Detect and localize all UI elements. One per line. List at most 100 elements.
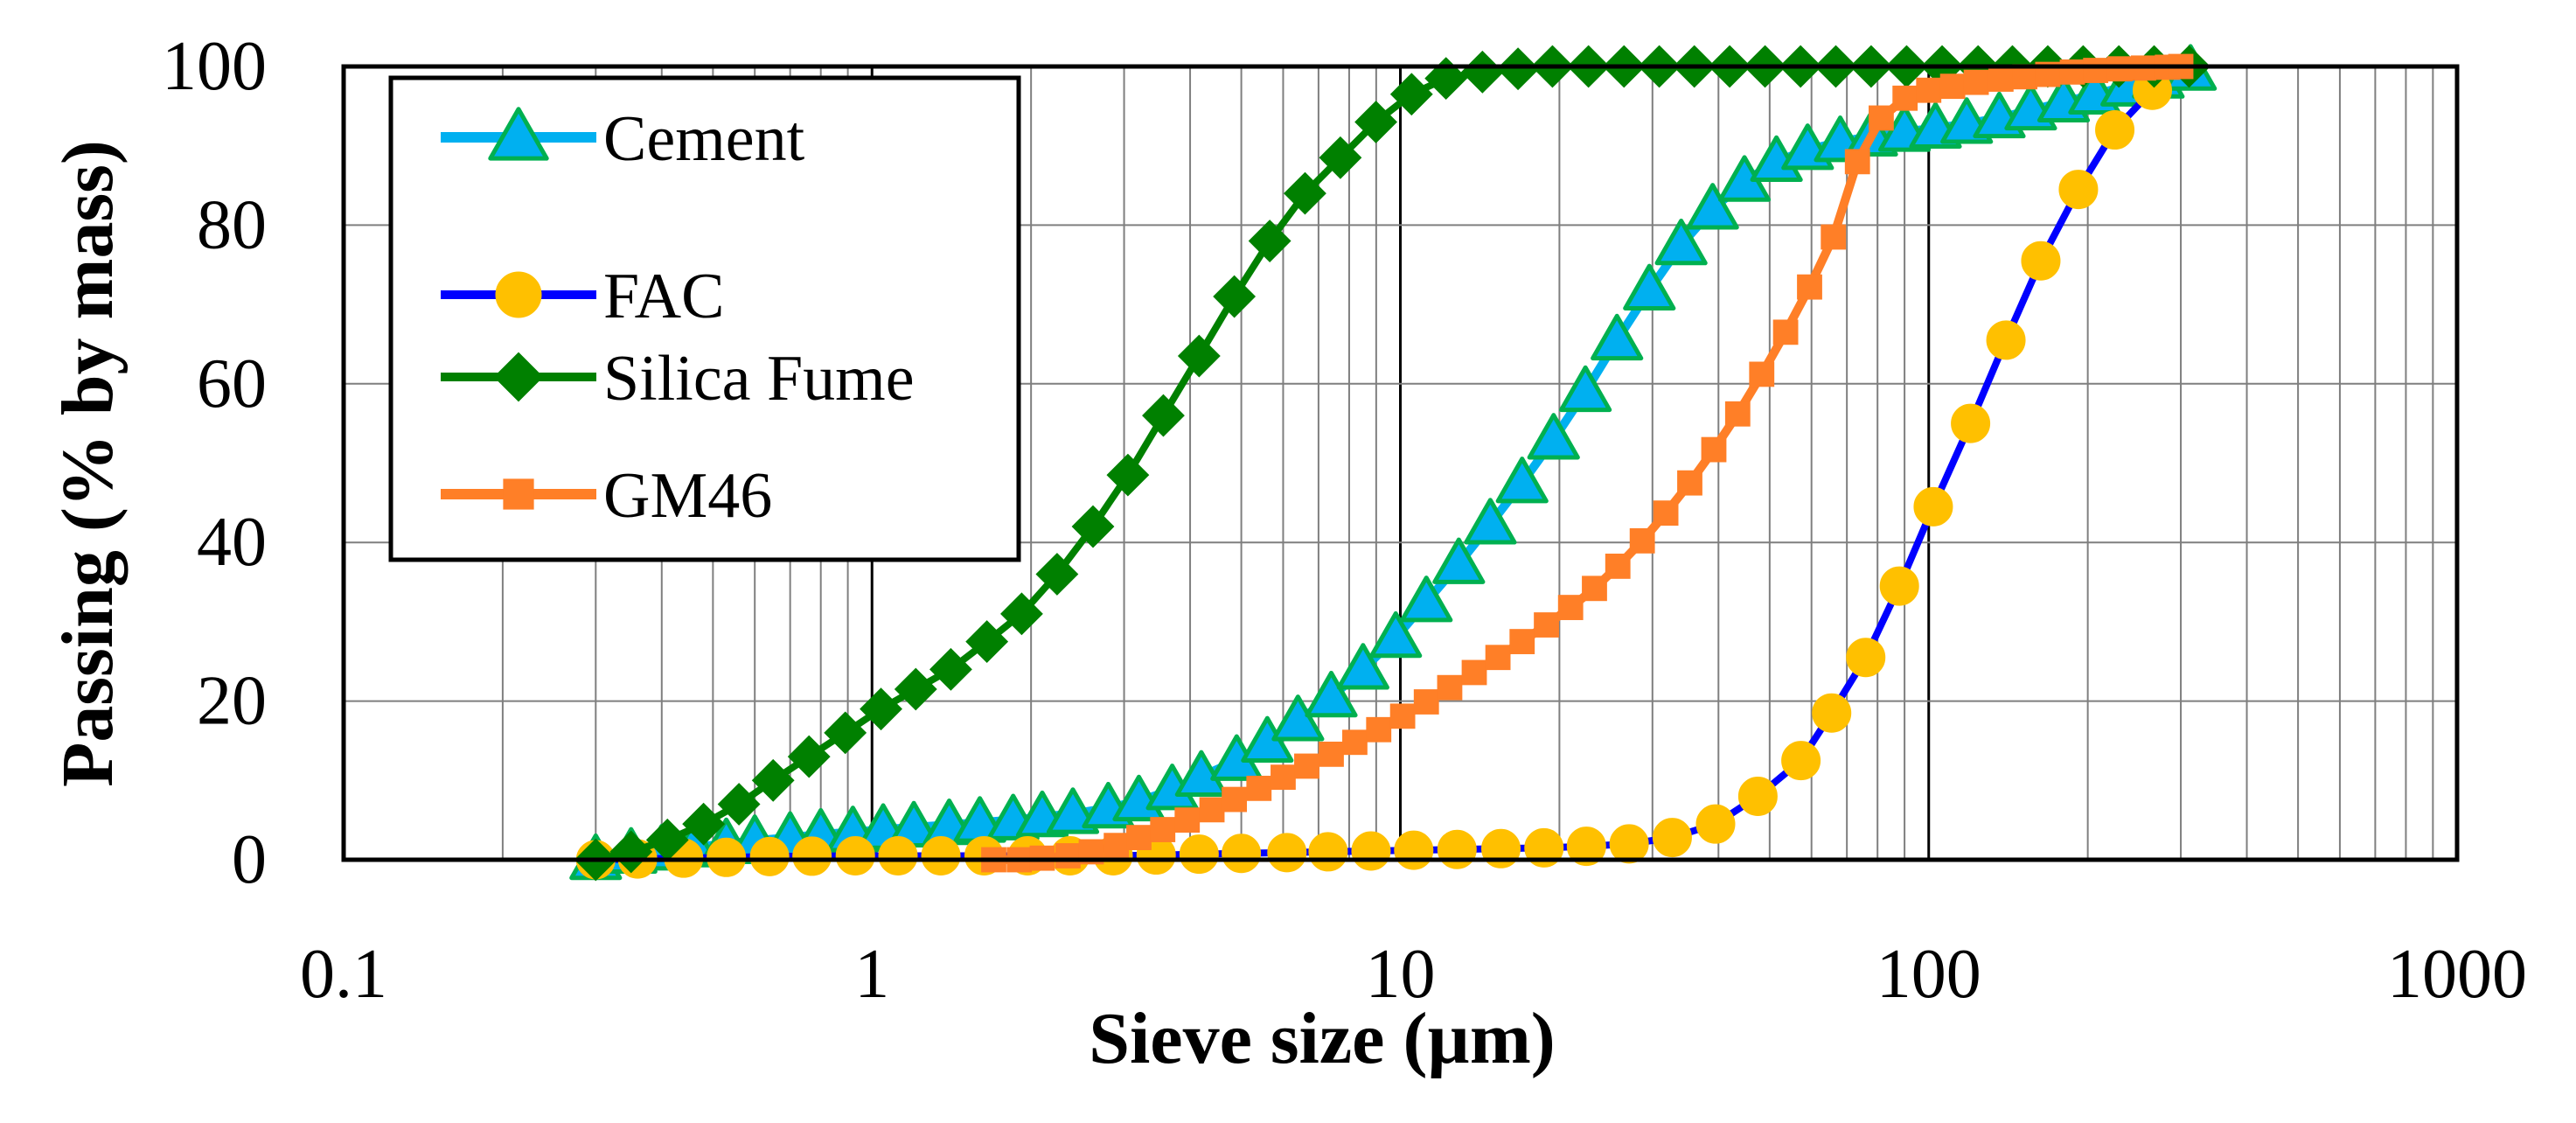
y-tick-label: 100 <box>162 28 267 105</box>
data-point-cement <box>1305 670 1358 718</box>
data-point-fac <box>1609 824 1649 864</box>
data-point-fac <box>792 836 832 876</box>
x-tick-label: 1 <box>854 936 889 1013</box>
data-point-cement <box>1686 183 1739 230</box>
data-point-gm46 <box>1509 629 1535 654</box>
data-point-gm46 <box>1413 689 1439 715</box>
data-point-gm46 <box>1605 554 1631 579</box>
data-point-gm46 <box>1653 500 1679 527</box>
data-point-fac <box>921 835 961 875</box>
data-point-fac <box>1846 638 1886 678</box>
data-point-gm46 <box>1749 361 1775 387</box>
data-point-gm46 <box>1485 645 1511 671</box>
data-point-gm46 <box>1797 274 1822 300</box>
data-point-gm46 <box>1461 659 1487 686</box>
data-point-gm46 <box>1772 319 1799 345</box>
data-point-gm46 <box>2059 59 2085 85</box>
legend-swatch-marker <box>495 271 542 318</box>
data-point-silica-fume <box>1000 592 1043 636</box>
data-point-fac <box>1437 829 1477 869</box>
data-point-cement <box>1623 263 1676 310</box>
data-point-cement <box>1464 498 1517 545</box>
legend-item-fac: FAC <box>441 261 724 332</box>
data-point-cement <box>1495 457 1549 504</box>
data-point-silica-fume <box>1354 101 1397 143</box>
data-point-silica-fume <box>1106 453 1150 497</box>
data-point-fac <box>2095 110 2135 150</box>
data-point-silica-fume <box>1177 334 1221 378</box>
data-point-fac <box>749 836 790 876</box>
data-point-gm46 <box>1150 817 1176 842</box>
series-line-gm46 <box>993 62 2182 864</box>
y-tick-label: 80 <box>197 186 267 263</box>
data-point-gm46 <box>1319 741 1344 767</box>
data-point-fac <box>1566 827 1606 867</box>
data-point-fac <box>1986 320 2026 360</box>
data-point-cement <box>1432 537 1486 584</box>
data-point-gm46 <box>1366 716 1392 743</box>
legend-swatch-marker <box>493 352 544 402</box>
data-point-gm46 <box>2106 56 2133 82</box>
data-point-silica-fume <box>1496 47 1540 91</box>
data-point-silica-fume <box>894 667 937 711</box>
data-point-fac <box>2058 170 2099 210</box>
x-tick-label: 0.1 <box>300 936 387 1013</box>
data-point-fac <box>1951 403 1991 443</box>
data-point-silica-fume <box>1248 220 1291 262</box>
data-point-silica-fume <box>1319 136 1362 179</box>
data-point-silica-fume <box>682 802 726 846</box>
data-point-cement <box>1400 575 1453 623</box>
legend-swatch-marker <box>503 478 534 510</box>
plot-frame <box>341 64 2460 862</box>
data-point-silica-fume <box>860 687 902 731</box>
data-point-gm46 <box>1294 753 1319 779</box>
y-tick-label: 40 <box>197 504 267 581</box>
data-point-silica-fume <box>1071 505 1115 548</box>
data-point-silica-fume <box>1389 73 1433 116</box>
data-point-silica-fume <box>824 711 867 755</box>
data-point-cement <box>1591 313 1644 361</box>
data-point-fac <box>1394 830 1434 870</box>
data-point-gm46 <box>1246 775 1272 801</box>
data-point-silica-fume <box>1213 275 1257 318</box>
data-point-cement <box>1527 413 1580 460</box>
legend-swatch-marker <box>488 107 549 161</box>
data-point-gm46 <box>1222 786 1248 813</box>
data-point-silica-fume <box>1035 553 1079 596</box>
x-tick-label: 100 <box>1876 936 1981 1013</box>
data-point-fac <box>835 835 875 875</box>
data-point-cement <box>1336 643 1389 690</box>
data-point-fac <box>1267 833 1307 873</box>
data-point-gm46 <box>1844 149 1870 175</box>
data-point-fac <box>1222 834 1262 874</box>
data-point-cement <box>1559 365 1612 413</box>
data-point-fac <box>1308 832 1348 872</box>
data-point-fac <box>878 835 918 875</box>
legend: Cement FAC Silica Fume GM46 <box>388 75 1021 562</box>
data-point-gm46 <box>1126 825 1152 851</box>
legend-item-silica-fume: Silica Fume <box>441 343 915 415</box>
data-point-gm46 <box>1437 674 1463 701</box>
data-point-fac <box>1879 566 1919 606</box>
x-tick-label: 10 <box>1366 936 1436 1013</box>
data-point-fac <box>1737 776 1778 816</box>
y-tick-label: 20 <box>197 663 267 740</box>
data-point-silica-fume <box>965 620 1009 663</box>
data-point-gm46 <box>1055 843 1081 868</box>
tick-labels: 0.1 1 10 100 1000 0 20 40 60 80 100 <box>162 28 2527 1013</box>
data-point-gm46 <box>1939 73 1966 100</box>
data-point-gm46 <box>1988 66 2014 92</box>
data-point-gm46 <box>1677 470 1702 496</box>
data-point-silica-fume <box>751 758 795 802</box>
data-point-gm46 <box>1199 797 1225 823</box>
data-point-silica-fume <box>929 647 972 691</box>
series-group <box>569 44 2217 882</box>
data-point-fac <box>1652 818 1692 858</box>
y-tick-label: 0 <box>232 821 267 898</box>
data-point-cement <box>1654 218 1708 266</box>
data-point-gm46 <box>1342 729 1368 756</box>
data-point-silica-fume <box>717 783 761 826</box>
data-point-silica-fume <box>1460 50 1504 94</box>
legend-item-gm46: GM46 <box>441 460 772 532</box>
